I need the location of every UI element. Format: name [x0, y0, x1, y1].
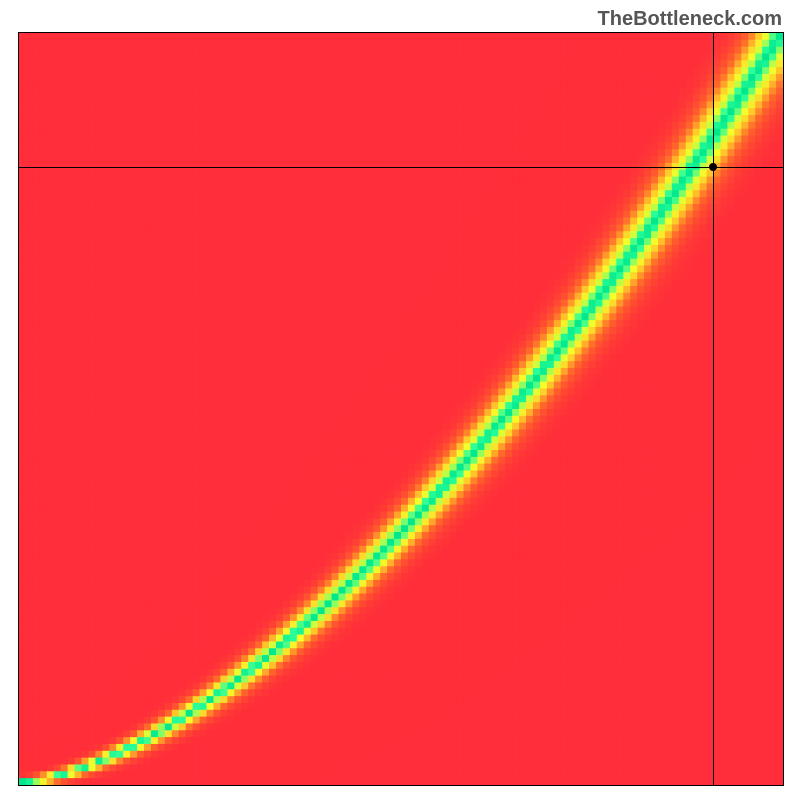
crosshair-vertical [713, 33, 714, 785]
heatmap-plot [18, 32, 784, 786]
heatmap-canvas [19, 33, 783, 785]
crosshair-horizontal [19, 167, 783, 168]
crosshair-marker [709, 163, 717, 171]
watermark-text: TheBottleneck.com [598, 8, 782, 31]
